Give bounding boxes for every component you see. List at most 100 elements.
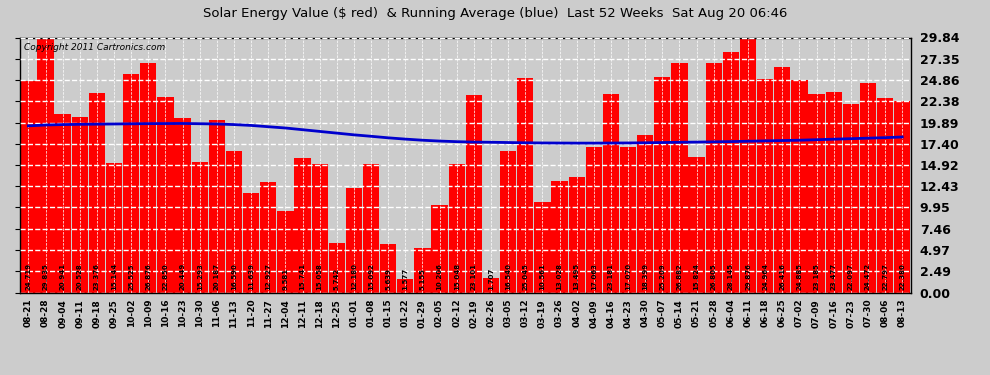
Text: 20.941: 20.941 (59, 263, 65, 290)
Text: 23.376: 23.376 (94, 263, 100, 290)
Text: 16.540: 16.540 (505, 263, 511, 290)
Text: 12.180: 12.180 (350, 263, 357, 290)
Text: Copyright 2011 Cartronics.com: Copyright 2011 Cartronics.com (24, 43, 165, 52)
Text: 22.797: 22.797 (882, 263, 888, 290)
Text: 23.181: 23.181 (608, 263, 614, 290)
Text: 26.876: 26.876 (146, 263, 151, 290)
Bar (757, 79, 773, 292)
Bar (294, 158, 311, 292)
Bar (688, 157, 705, 292)
Bar (603, 94, 619, 292)
Text: Solar Energy Value ($ red)  & Running Average (blue)  Last 52 Weeks  Sat Aug 20 : Solar Energy Value ($ red) & Running Ave… (203, 8, 787, 21)
Bar (586, 147, 602, 292)
Text: 22.097: 22.097 (847, 263, 853, 290)
Bar (71, 117, 88, 292)
Bar (638, 135, 653, 292)
Text: 5.155: 5.155 (420, 268, 426, 290)
Bar (894, 101, 911, 292)
Bar (671, 63, 688, 292)
Text: 17.063: 17.063 (591, 263, 597, 290)
Text: 25.209: 25.209 (659, 263, 665, 290)
Bar (568, 177, 585, 292)
Text: 10.561: 10.561 (540, 263, 545, 290)
Text: 29.835: 29.835 (43, 263, 49, 290)
Bar (38, 38, 53, 292)
Bar (174, 118, 191, 292)
Bar (517, 78, 534, 292)
Text: 20.187: 20.187 (214, 263, 220, 290)
Bar (89, 93, 105, 292)
Bar (415, 249, 431, 292)
Bar (535, 202, 550, 292)
Text: 12.927: 12.927 (265, 263, 271, 290)
Bar (54, 114, 70, 292)
Text: 18.399: 18.399 (643, 263, 648, 290)
Bar (723, 52, 739, 292)
Bar (209, 120, 225, 292)
Bar (500, 151, 516, 292)
Text: 22.850: 22.850 (162, 263, 168, 290)
Text: 23.101: 23.101 (471, 263, 477, 290)
Bar (123, 74, 140, 292)
Bar (706, 63, 722, 292)
Text: 15.092: 15.092 (368, 263, 374, 290)
Bar (312, 164, 328, 292)
Text: 15.293: 15.293 (197, 263, 203, 290)
Text: 15.144: 15.144 (111, 262, 117, 290)
Bar (809, 94, 825, 292)
Text: 24.885: 24.885 (796, 263, 803, 290)
Bar (740, 37, 756, 292)
Text: 24.472: 24.472 (865, 263, 871, 290)
Text: 13.028: 13.028 (556, 263, 562, 290)
Text: 20.449: 20.449 (179, 262, 185, 290)
Text: 1.707: 1.707 (488, 268, 494, 290)
Bar (157, 97, 173, 292)
Bar (397, 279, 414, 292)
Bar (260, 182, 276, 292)
Text: 11.639: 11.639 (248, 263, 254, 290)
Text: 24.964: 24.964 (762, 263, 768, 290)
Text: 26.805: 26.805 (711, 263, 717, 290)
Bar (620, 147, 637, 292)
Bar (192, 162, 208, 292)
Text: 1.577: 1.577 (402, 268, 408, 290)
Text: 20.528: 20.528 (77, 263, 83, 290)
Bar (448, 164, 465, 292)
Text: 26.882: 26.882 (676, 263, 682, 290)
Bar (380, 244, 396, 292)
Bar (432, 205, 447, 292)
Text: 16.590: 16.590 (231, 263, 237, 290)
Text: 5.742: 5.742 (334, 268, 340, 290)
Text: 23.477: 23.477 (831, 263, 837, 290)
Bar (141, 63, 156, 292)
Text: 15.058: 15.058 (317, 263, 323, 290)
Text: 10.206: 10.206 (437, 263, 443, 290)
Bar (826, 92, 842, 292)
Text: 9.581: 9.581 (282, 268, 288, 290)
Bar (654, 77, 670, 292)
Bar (465, 95, 482, 292)
Bar (106, 163, 122, 292)
Text: 29.876: 29.876 (745, 263, 751, 290)
Bar (842, 104, 859, 292)
Bar (243, 193, 259, 292)
Bar (226, 151, 243, 292)
Text: 26.416: 26.416 (779, 263, 785, 290)
Text: 17.070: 17.070 (625, 263, 631, 290)
Bar (483, 278, 499, 292)
Text: 22.380: 22.380 (899, 263, 905, 290)
Bar (329, 243, 345, 292)
Bar (860, 83, 876, 292)
Text: 24.719: 24.719 (26, 263, 32, 290)
Bar (791, 80, 808, 292)
Text: 25.045: 25.045 (523, 263, 529, 290)
Text: 28.145: 28.145 (728, 263, 734, 290)
Bar (774, 67, 790, 292)
Text: 25.525: 25.525 (128, 263, 135, 290)
Text: 5.639: 5.639 (385, 268, 391, 290)
Bar (277, 211, 293, 292)
Bar (346, 188, 362, 292)
Bar (551, 181, 567, 292)
Text: 15.048: 15.048 (453, 263, 459, 290)
Bar (20, 81, 37, 292)
